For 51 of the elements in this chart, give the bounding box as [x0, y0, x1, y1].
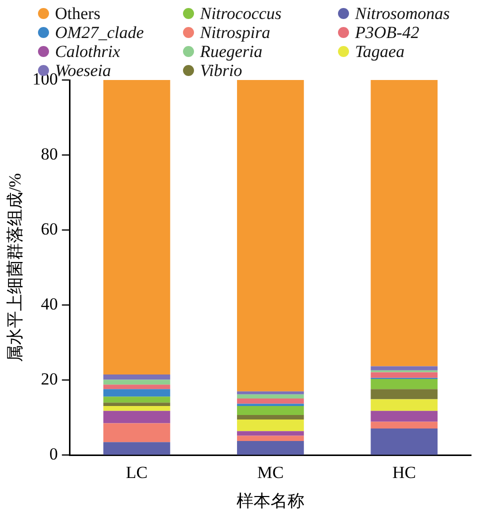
y-tick-label: 0	[49, 444, 58, 464]
bar	[370, 372, 438, 378]
bar	[237, 80, 304, 392]
bar	[370, 399, 438, 411]
bar	[237, 420, 304, 432]
bar	[237, 391, 304, 394]
legend-label: Ruegeria	[200, 42, 262, 62]
bar	[237, 406, 304, 416]
legend-label: P3OB-42	[355, 22, 420, 42]
bar	[103, 410, 170, 424]
bar	[237, 394, 304, 399]
bar	[237, 436, 304, 441]
legend-label: OM27_clade	[55, 22, 144, 42]
bar	[370, 389, 438, 400]
bar	[237, 415, 304, 420]
bar	[103, 380, 170, 385]
legend-label: Nitrococcus	[200, 4, 282, 24]
bar	[370, 366, 438, 370]
y-tick-label: 40	[40, 294, 58, 314]
bar	[103, 384, 170, 390]
bar	[103, 402, 170, 406]
bar	[103, 406, 170, 411]
bar	[103, 442, 170, 455]
bar	[237, 440, 304, 455]
bar	[237, 398, 304, 404]
bar	[370, 379, 438, 390]
x-tick-label: MC	[257, 462, 284, 482]
bar	[103, 389, 170, 397]
y-tick-label: 100	[32, 69, 58, 88]
bar	[370, 422, 438, 429]
y-tick-label: 20	[40, 370, 58, 389]
bar	[370, 80, 438, 366]
bar	[103, 423, 170, 442]
y-axis-title: 属水平上细菌群落组成/%	[6, 173, 25, 362]
bar	[370, 410, 438, 422]
legend-label: Vibrio	[200, 60, 242, 80]
bar	[103, 396, 170, 403]
y-tick-label: 80	[40, 144, 58, 164]
y-tick-label: 60	[40, 220, 58, 239]
bar	[237, 431, 304, 436]
x-tick-label: HC	[392, 462, 416, 482]
legend-label: Calothrix	[55, 42, 120, 62]
legend-label: Nitrospira	[200, 22, 270, 42]
legend-label: Tagaea	[355, 42, 404, 62]
x-axis-title: 样本名称	[236, 491, 304, 510]
legend-label: Others	[55, 4, 100, 24]
x-tick-label: LC	[126, 462, 148, 482]
bar	[103, 374, 170, 380]
bar	[103, 80, 170, 375]
bar	[370, 428, 438, 455]
legend-label: Nitrosomonas	[355, 4, 450, 24]
